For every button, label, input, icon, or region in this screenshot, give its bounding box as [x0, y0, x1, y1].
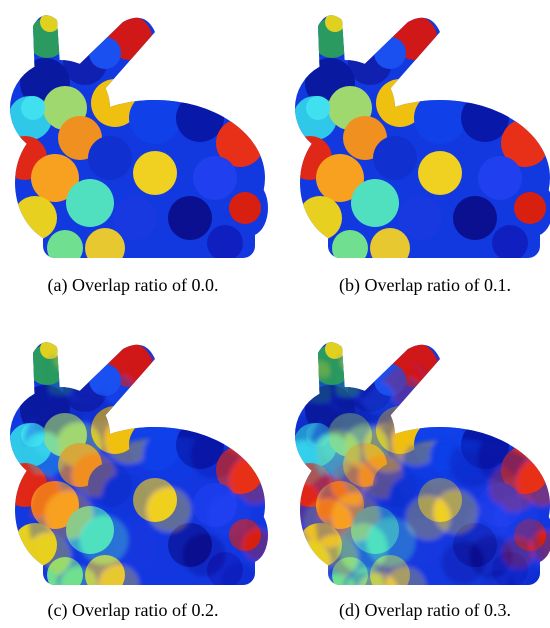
caption: (b) Overlap ratio of 0.1. [339, 275, 511, 296]
bunny-image [276, 335, 550, 613]
bunny-image [3, 335, 289, 605]
bunny-image [288, 8, 550, 268]
figure: (a) Overlap ratio of 0.0. (b) Overlap ra… [0, 0, 550, 628]
caption: (d) Overlap ratio of 0.3. [339, 600, 511, 621]
caption: (c) Overlap ratio of 0.2. [48, 600, 219, 621]
bunny-image [3, 8, 275, 268]
caption: (a) Overlap ratio of 0.0. [48, 275, 219, 296]
